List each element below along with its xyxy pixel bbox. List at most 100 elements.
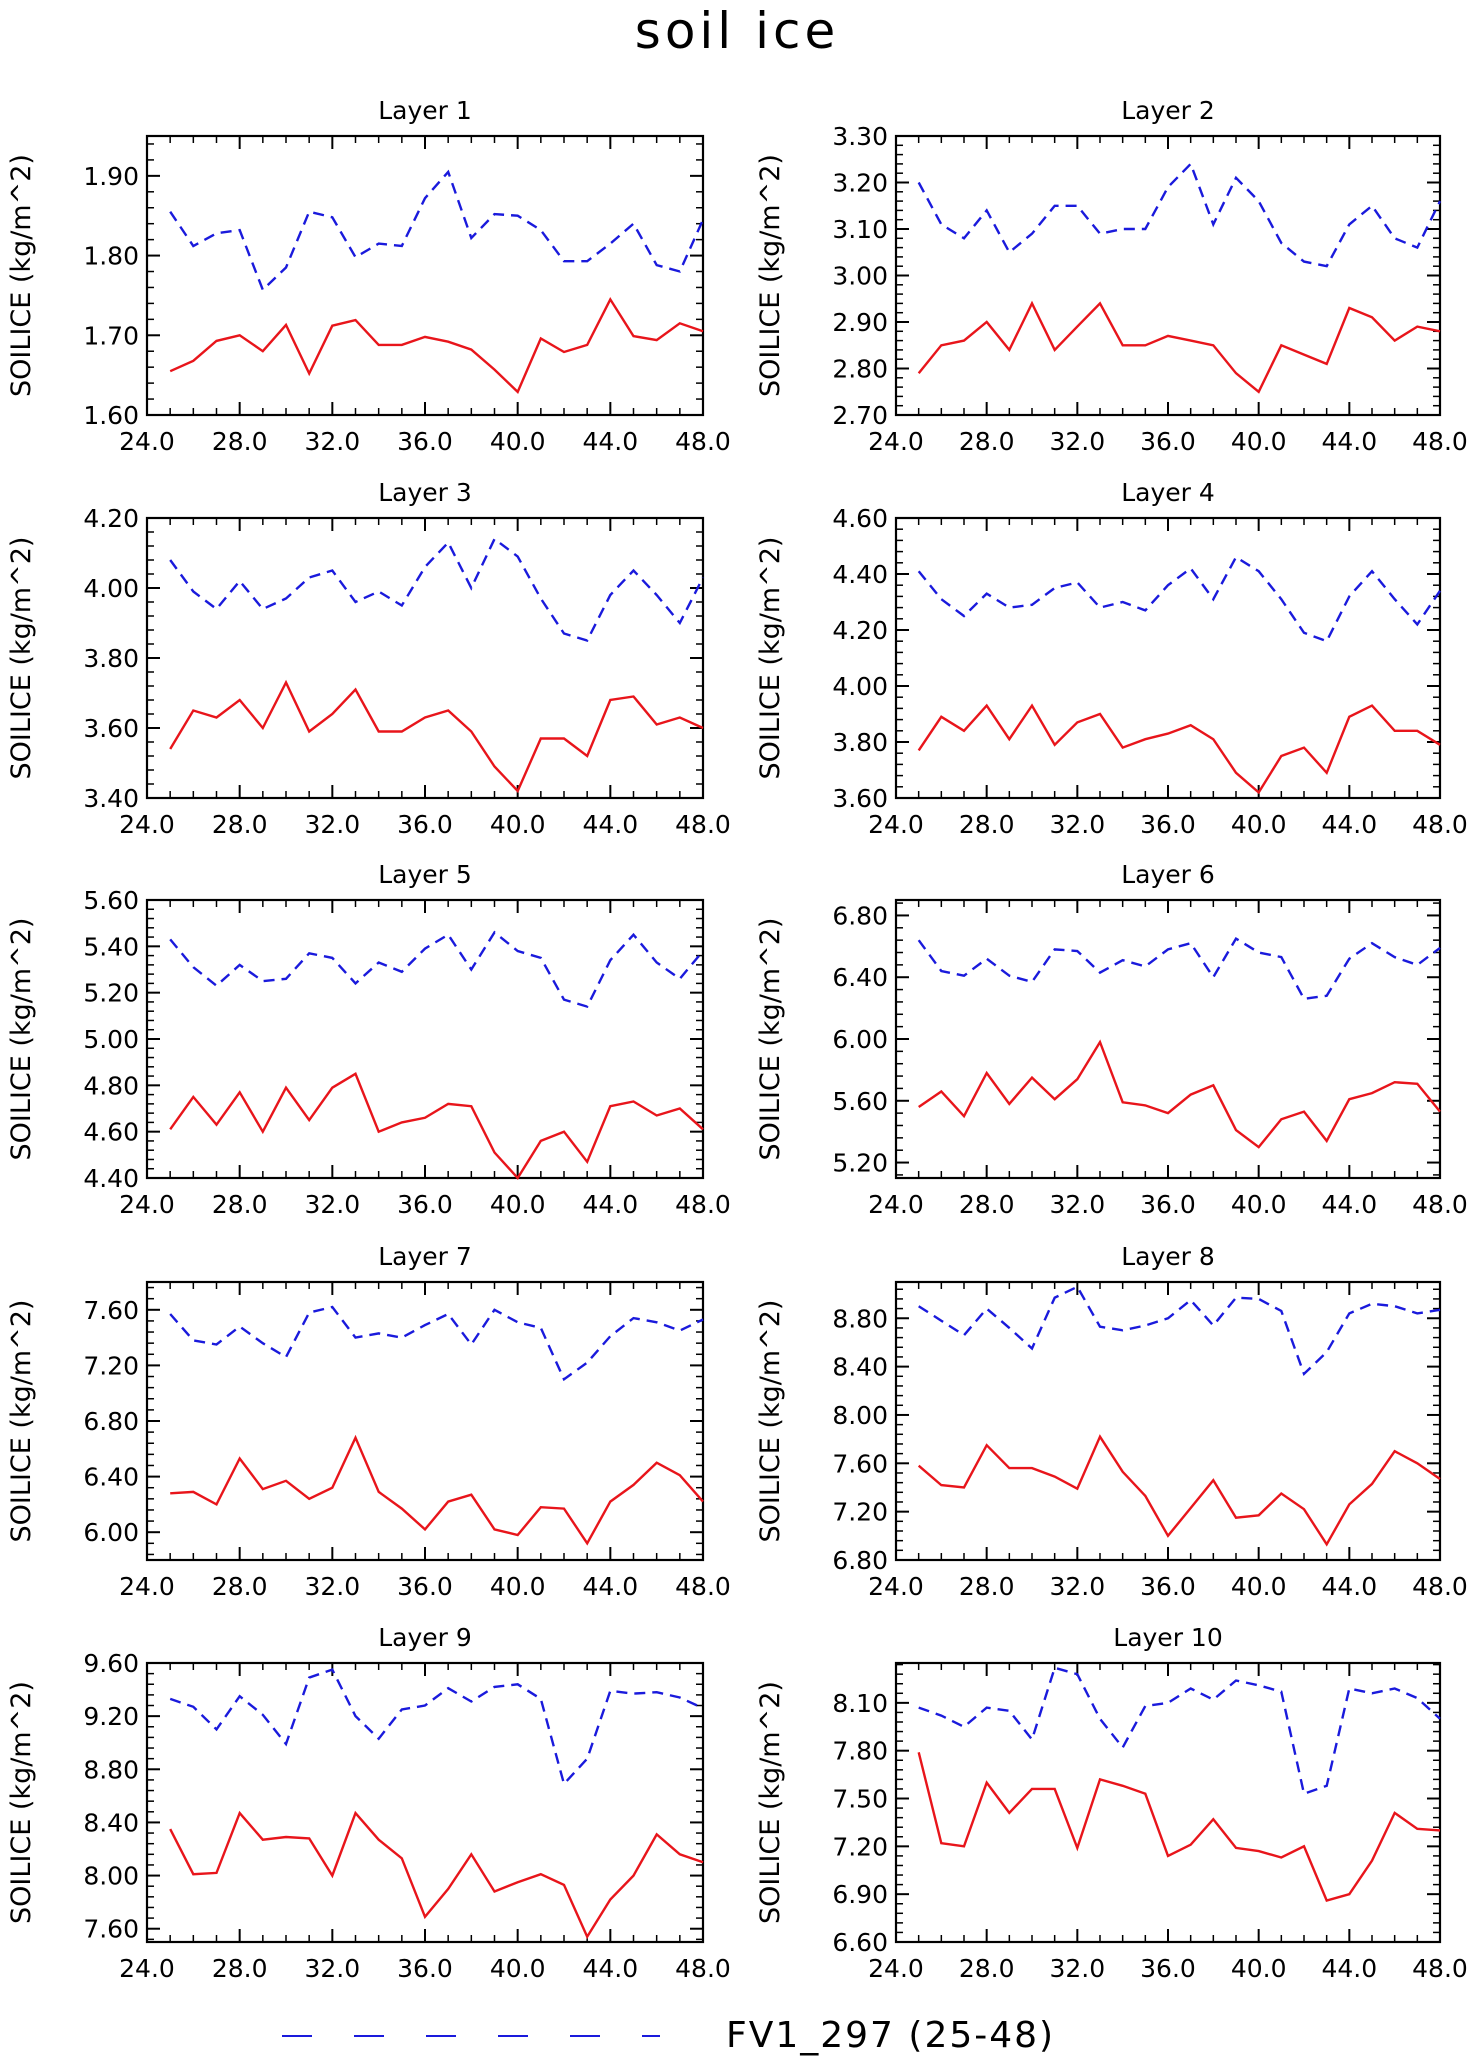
y-tick-label: 9.60 (83, 1649, 139, 1678)
x-tick-label: 28.0 (959, 810, 1015, 839)
x-tick-label: 44.0 (1321, 1190, 1377, 1219)
series-line-solid (917, 300, 1441, 394)
y-axis-label: SOILICE (kg/m^2) (755, 537, 786, 780)
x-tick-label: 40.0 (490, 427, 546, 456)
x-tick-label: 36.0 (1140, 1572, 1196, 1601)
x-tick-label: 36.0 (1140, 1954, 1196, 1983)
x-tick-label: 40.0 (1231, 1190, 1287, 1219)
y-tick-label: 8.40 (83, 1808, 139, 1837)
x-tick-label: 32.0 (1049, 1572, 1105, 1601)
panel-title: Layer 4 (1121, 478, 1215, 507)
x-tick-label: 40.0 (490, 1954, 546, 1983)
x-tick-label: 24.0 (868, 427, 924, 456)
plot-frame (894, 516, 1442, 800)
y-tick-label: 6.80 (83, 1407, 139, 1436)
series-line-dashed (917, 936, 1441, 1001)
x-tick-label: 36.0 (1140, 810, 1196, 839)
x-tick-label: 44.0 (1321, 1572, 1377, 1601)
x-tick-label: 44.0 (582, 1190, 638, 1219)
y-tick-label: 3.80 (832, 728, 888, 757)
y-tick-label: 6.80 (832, 1546, 888, 1575)
plot-frame (145, 898, 705, 1180)
y-tick-label: 7.80 (832, 1737, 888, 1766)
x-tick-label: 44.0 (1321, 810, 1377, 839)
series-line-dashed (169, 1305, 704, 1382)
series-line-solid (917, 703, 1441, 795)
panel-layer-8: 24.0 28.0 32.0 36.0 40.0 44.0 48.0 6.80 7.20 7.60… (755, 1242, 1468, 1601)
y-tick-label: 8.00 (832, 1401, 888, 1430)
panel-layer-1: 24.0 28.0 32.0 36.0 40.0 44.0 48.0 1.60 1.70 1.80… (6, 96, 731, 456)
y-tick-label: 5.00 (83, 1025, 139, 1054)
y-tick-label: 5.20 (83, 979, 139, 1008)
x-tick-label: 36.0 (397, 1572, 453, 1601)
y-tick-label: 7.60 (83, 1296, 139, 1325)
y-tick-label: 7.20 (832, 1498, 888, 1527)
y-tick-label: 1.80 (83, 242, 139, 271)
y-tick-label: 2.80 (832, 355, 888, 384)
y-tick-label: 3.40 (83, 784, 139, 813)
panels: 24.0 28.0 32.0 36.0 40.0 44.0 48.0 1.60 1.70 1.80… (6, 96, 1468, 1983)
series-line-dashed (917, 161, 1442, 268)
x-tick-label: 40.0 (490, 810, 546, 839)
x-tick-label: 24.0 (119, 1572, 175, 1601)
x-tick-label: 48.0 (1412, 427, 1468, 456)
y-axis-label: SOILICE (kg/m^2) (755, 154, 786, 397)
x-tick-label: 24.0 (868, 1190, 924, 1219)
panel-layer-4: 24.0 28.0 32.0 36.0 40.0 44.0 48.0 3.60 3.80 4.00… (755, 478, 1468, 839)
panel-layer-3: 24.0 28.0 32.0 36.0 40.0 44.0 48.0 3.40 3.60 3.80… (6, 478, 731, 839)
y-tick-label: 3.80 (83, 644, 139, 673)
x-tick-label: 44.0 (582, 1572, 638, 1601)
y-tick-label: 4.20 (832, 616, 888, 645)
y-tick-label: 1.60 (83, 401, 139, 430)
x-tick-label: 48.0 (1412, 1190, 1468, 1219)
series-line-dashed (169, 169, 705, 292)
y-tick-label: 1.90 (83, 162, 139, 191)
y-tick-label: 3.20 (832, 169, 888, 198)
x-tick-label: 48.0 (675, 1190, 731, 1219)
panel-title: Layer 2 (1121, 96, 1215, 125)
panel-title: Layer 3 (378, 478, 472, 507)
x-tick-label: 44.0 (582, 810, 638, 839)
x-tick-label: 32.0 (1049, 1190, 1105, 1219)
x-tick-label: 24.0 (119, 810, 175, 839)
panel-title: Layer 5 (378, 860, 472, 889)
x-tick-label: 24.0 (868, 810, 924, 839)
plot-frame (894, 134, 1442, 417)
y-tick-label: 2.70 (832, 401, 888, 430)
x-tick-label: 28.0 (212, 1954, 268, 1983)
x-tick-label: 32.0 (1049, 427, 1105, 456)
series-line-dashed (169, 537, 705, 642)
series-line-solid (169, 1810, 704, 1940)
y-tick-label: 4.80 (83, 1071, 139, 1100)
x-tick-label: 36.0 (1140, 427, 1196, 456)
x-tick-label: 28.0 (959, 1572, 1015, 1601)
y-tick-label: 8.80 (83, 1755, 139, 1784)
x-tick-label: 36.0 (397, 1954, 453, 1983)
y-tick-label: 4.00 (83, 574, 139, 603)
x-tick-label: 48.0 (1412, 1954, 1468, 1983)
series-line-solid (918, 1039, 1441, 1149)
y-tick-label: 7.20 (832, 1832, 888, 1861)
plot-frame (894, 1661, 1442, 1944)
y-tick-label: 3.60 (832, 784, 888, 813)
series-line-dashed (169, 930, 704, 1009)
x-tick-label: 40.0 (1231, 1954, 1287, 1983)
panel-layer-5: 24.0 28.0 32.0 36.0 40.0 44.0 48.0 4.40 4.60 4.80… (6, 860, 731, 1219)
plot-frame (894, 1280, 1442, 1562)
y-tick-label: 6.40 (832, 963, 888, 992)
y-tick-label: 7.60 (83, 1915, 139, 1944)
x-tick-label: 36.0 (397, 427, 453, 456)
y-tick-label: 9.20 (83, 1702, 139, 1731)
x-tick-label: 24.0 (119, 1190, 175, 1219)
y-tick-label: 7.50 (832, 1785, 888, 1814)
series-line-dashed (169, 1668, 704, 1787)
y-tick-label: 3.30 (832, 122, 888, 151)
y-tick-label: 8.40 (832, 1353, 888, 1382)
x-tick-label: 48.0 (675, 1954, 731, 1983)
y-tick-label: 3.10 (832, 215, 888, 244)
y-tick-label: 6.00 (832, 1025, 888, 1054)
y-tick-label: 5.40 (83, 932, 139, 961)
x-tick-label: 40.0 (1231, 427, 1287, 456)
panel-title: Layer 10 (1113, 1623, 1222, 1652)
